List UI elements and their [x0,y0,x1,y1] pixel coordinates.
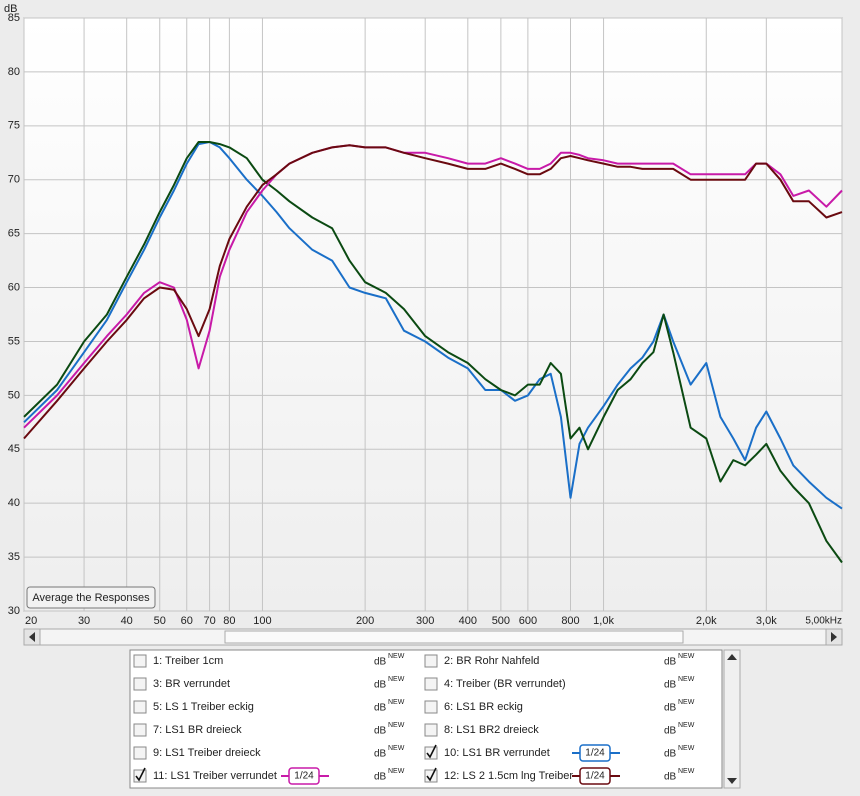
y-tick-label: 75 [8,120,20,132]
new-badge: NEW [388,745,405,752]
smoothing-badge[interactable] [288,767,320,785]
unit-label[interactable]: dB [374,772,387,783]
checkbox[interactable] [424,654,438,668]
unit-label[interactable]: dB [664,680,677,691]
checkbox[interactable] [133,769,147,783]
unit-label[interactable]: dB [374,749,387,760]
y-tick-label: 80 [8,66,20,78]
x-tick-label: 70 [203,615,215,627]
unit-label[interactable]: dB [664,749,677,760]
new-badge: NEW [388,653,405,660]
checkbox[interactable] [424,723,438,737]
y-tick-label: 30 [8,605,20,617]
response-label[interactable]: 6: LS1 BR eckig [444,701,523,713]
checkbox[interactable] [424,677,438,691]
response-label[interactable]: 11: LS1 Treiber verrundet [153,770,277,782]
plot-area [23,17,843,612]
y-tick-label: 65 [8,228,20,240]
vertical-scrollbar[interactable] [723,649,741,789]
y-tick-label: 45 [8,443,20,455]
checkbox[interactable] [133,677,147,691]
response-label[interactable]: 4: Treiber (BR verrundet) [444,678,566,690]
checkbox[interactable] [133,654,147,668]
response-label[interactable]: 3: BR verrundet [153,678,230,690]
y-tick-label: 70 [8,174,20,186]
checkbox[interactable] [133,700,147,714]
checkmark [426,744,437,759]
unit-label[interactable]: dB [374,680,387,691]
x-tick-label: 800 [561,615,579,627]
new-badge: NEW [388,722,405,729]
x-tick-label: 600 [519,615,537,627]
response-curve [23,141,843,564]
y-axis-label: dB [4,3,17,15]
new-badge: NEW [678,653,695,660]
smoothing-badge[interactable] [579,744,611,762]
new-badge: NEW [678,722,695,729]
x-tick-label: 500 [492,615,510,627]
y-tick-label: 85 [8,12,20,24]
x-tick-label: 60 [181,615,193,627]
checkmark [135,767,146,782]
response-curve [23,144,843,429]
unit-label[interactable]: dB [374,657,387,668]
x-tick-label: 5,00kHz [805,616,842,627]
checkmark [426,767,437,782]
response-list [129,649,723,789]
response-curve [23,144,843,440]
x-tick-label: 1,0k [593,615,614,627]
y-tick-label: 60 [8,281,20,293]
x-tick-label: 80 [223,615,235,627]
new-badge: NEW [678,745,695,752]
checkbox[interactable] [424,769,438,783]
new-badge: NEW [388,699,405,706]
x-tick-label: 300 [416,615,434,627]
unit-label[interactable]: dB [664,772,677,783]
response-label[interactable]: 8: LS1 BR2 dreieck [444,724,539,736]
new-badge: NEW [678,676,695,683]
new-badge: NEW [388,676,405,683]
scroll-thumb[interactable] [224,630,684,644]
average-button[interactable] [26,586,156,609]
x-tick-label: 2,0k [696,615,717,627]
response-label[interactable]: 12: LS 2 1.5cm lng Treiber [444,770,573,782]
unit-label[interactable]: dB [664,726,677,737]
x-tick-label: 100 [253,615,271,627]
checkbox[interactable] [424,700,438,714]
new-badge: NEW [678,768,695,775]
new-badge: NEW [678,699,695,706]
x-tick-label: 40 [121,615,133,627]
response-label[interactable]: 2: BR Rohr Nahfeld [444,655,539,667]
smoothing-value: 1/24 [294,771,314,782]
x-tick-label: 200 [356,615,374,627]
unit-label[interactable]: dB [374,703,387,714]
x-tick-label: 30 [78,615,90,627]
smoothing-value: 1/24 [585,771,605,782]
unit-label[interactable]: dB [664,657,677,668]
x-tick-label: 400 [459,615,477,627]
unit-label[interactable]: dB [374,726,387,737]
unit-label[interactable]: dB [664,703,677,714]
average-button-label[interactable]: Average the Responses [32,592,150,604]
response-label[interactable]: 5: LS 1 Treiber eckig [153,701,254,713]
x-tick-label: 50 [154,615,166,627]
x-tick-label: 3,0k [756,615,777,627]
y-tick-label: 50 [8,389,20,401]
checkbox[interactable] [133,723,147,737]
y-tick-label: 55 [8,335,20,347]
y-tick-label: 35 [8,551,20,563]
response-label[interactable]: 1: Treiber 1cm [153,655,223,667]
new-badge: NEW [388,768,405,775]
checkbox[interactable] [133,746,147,760]
x-tick-label: 20 [25,615,37,627]
response-label[interactable]: 9: LS1 Treiber dreieck [153,747,261,759]
response-label[interactable]: 10: LS1 BR verrundet [444,747,550,759]
response-label[interactable]: 7: LS1 BR dreieck [153,724,242,736]
smoothing-badge[interactable] [579,767,611,785]
checkbox[interactable] [424,746,438,760]
y-tick-label: 40 [8,497,20,509]
smoothing-value: 1/24 [585,748,605,759]
